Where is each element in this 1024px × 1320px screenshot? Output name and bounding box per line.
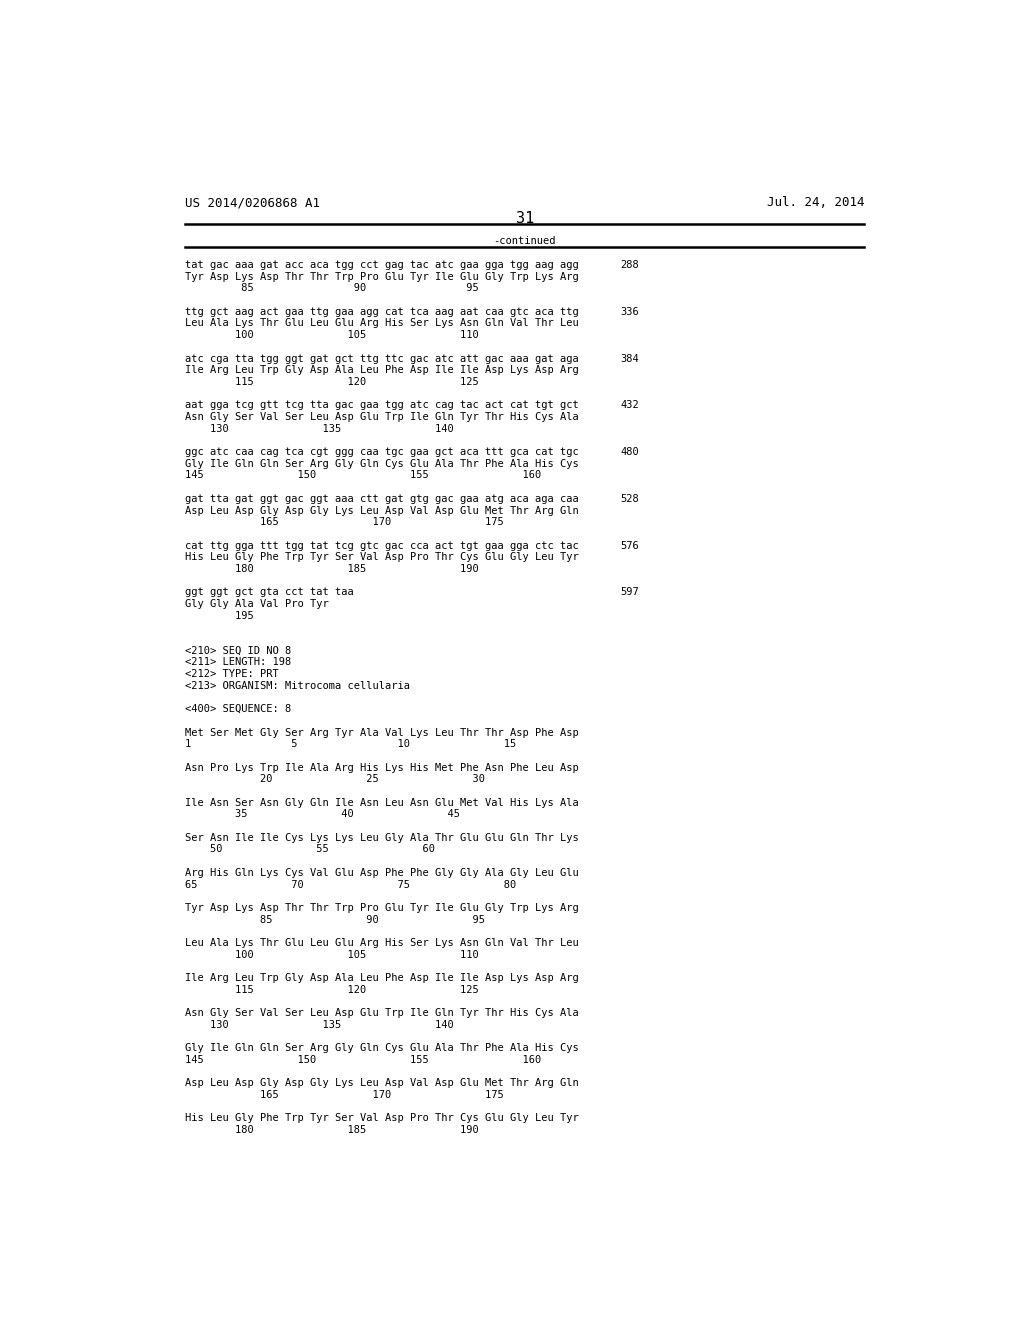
Text: 384: 384 — [620, 354, 639, 363]
Text: 85               90               95: 85 90 95 — [185, 915, 485, 924]
Text: <210> SEQ ID NO 8: <210> SEQ ID NO 8 — [185, 645, 292, 656]
Text: 31: 31 — [516, 211, 534, 226]
Text: <211> LENGTH: 198: <211> LENGTH: 198 — [185, 657, 292, 668]
Text: Asn Pro Lys Trp Ile Ala Arg His Lys His Met Phe Asn Phe Leu Asp: Asn Pro Lys Trp Ile Ala Arg His Lys His … — [185, 763, 579, 772]
Text: Asn Gly Ser Val Ser Leu Asp Glu Trp Ile Gln Tyr Thr His Cys Ala: Asn Gly Ser Val Ser Leu Asp Glu Trp Ile … — [185, 1008, 579, 1018]
Text: 180               185               190: 180 185 190 — [185, 564, 479, 574]
Text: US 2014/0206868 A1: US 2014/0206868 A1 — [185, 195, 321, 209]
Text: 195: 195 — [185, 611, 254, 620]
Text: Jul. 24, 2014: Jul. 24, 2014 — [767, 195, 864, 209]
Text: 336: 336 — [620, 306, 639, 317]
Text: 20               25               30: 20 25 30 — [185, 775, 485, 784]
Text: Ile Arg Leu Trp Gly Asp Ala Leu Phe Asp Ile Ile Asp Lys Asp Arg: Ile Arg Leu Trp Gly Asp Ala Leu Phe Asp … — [185, 366, 579, 375]
Text: 597: 597 — [620, 587, 639, 598]
Text: Arg His Gln Lys Cys Val Glu Asp Phe Phe Gly Gly Ala Gly Leu Glu: Arg His Gln Lys Cys Val Glu Asp Phe Phe … — [185, 867, 579, 878]
Text: <400> SEQUENCE: 8: <400> SEQUENCE: 8 — [185, 704, 292, 714]
Text: Tyr Asp Lys Asp Thr Thr Trp Pro Glu Tyr Ile Glu Gly Trp Lys Arg: Tyr Asp Lys Asp Thr Thr Trp Pro Glu Tyr … — [185, 272, 579, 281]
Text: Tyr Asp Lys Asp Thr Thr Trp Pro Glu Tyr Ile Glu Gly Trp Lys Arg: Tyr Asp Lys Asp Thr Thr Trp Pro Glu Tyr … — [185, 903, 579, 913]
Text: Met Ser Met Gly Ser Arg Tyr Ala Val Lys Leu Thr Thr Asp Phe Asp: Met Ser Met Gly Ser Arg Tyr Ala Val Lys … — [185, 727, 579, 738]
Text: 1                5                10               15: 1 5 10 15 — [185, 739, 516, 750]
Text: 480: 480 — [620, 447, 639, 457]
Text: 85                90                95: 85 90 95 — [185, 284, 479, 293]
Text: Leu Ala Lys Thr Glu Leu Glu Arg His Ser Lys Asn Gln Val Thr Leu: Leu Ala Lys Thr Glu Leu Glu Arg His Ser … — [185, 939, 579, 948]
Text: 528: 528 — [620, 494, 639, 504]
Text: gat tta gat ggt gac ggt aaa ctt gat gtg gac gaa atg aca aga caa: gat tta gat ggt gac ggt aaa ctt gat gtg … — [185, 494, 579, 504]
Text: Gly Ile Gln Gln Ser Arg Gly Gln Cys Glu Ala Thr Phe Ala His Cys: Gly Ile Gln Gln Ser Arg Gly Gln Cys Glu … — [185, 459, 579, 469]
Text: 576: 576 — [620, 541, 639, 550]
Text: <212> TYPE: PRT: <212> TYPE: PRT — [185, 669, 279, 680]
Text: 165               170               175: 165 170 175 — [185, 1090, 504, 1100]
Text: Ile Arg Leu Trp Gly Asp Ala Leu Phe Asp Ile Ile Asp Lys Asp Arg: Ile Arg Leu Trp Gly Asp Ala Leu Phe Asp … — [185, 973, 579, 983]
Text: ggc atc caa cag tca cgt ggg caa tgc gaa gct aca ttt gca cat tgc: ggc atc caa cag tca cgt ggg caa tgc gaa … — [185, 447, 579, 457]
Text: Ile Asn Ser Asn Gly Gln Ile Asn Leu Asn Glu Met Val His Lys Ala: Ile Asn Ser Asn Gly Gln Ile Asn Leu Asn … — [185, 797, 579, 808]
Text: cat ttg gga ttt tgg tat tcg gtc gac cca act tgt gaa gga ctc tac: cat ttg gga ttt tgg tat tcg gtc gac cca … — [185, 541, 579, 550]
Text: aat gga tcg gtt tcg tta gac gaa tgg atc cag tac act cat tgt gct: aat gga tcg gtt tcg tta gac gaa tgg atc … — [185, 400, 579, 411]
Text: Gly Gly Ala Val Pro Tyr: Gly Gly Ala Val Pro Tyr — [185, 599, 329, 609]
Text: 145               150               155               160: 145 150 155 160 — [185, 1055, 542, 1065]
Text: tat gac aaa gat acc aca tgg cct gag tac atc gaa gga tgg aag agg: tat gac aaa gat acc aca tgg cct gag tac … — [185, 260, 579, 271]
Text: Gly Ile Gln Gln Ser Arg Gly Gln Cys Glu Ala Thr Phe Ala His Cys: Gly Ile Gln Gln Ser Arg Gly Gln Cys Glu … — [185, 1043, 579, 1053]
Text: atc cga tta tgg ggt gat gct ttg ttc gac atc att gac aaa gat aga: atc cga tta tgg ggt gat gct ttg ttc gac … — [185, 354, 579, 363]
Text: 130               135               140: 130 135 140 — [185, 424, 454, 434]
Text: 115               120               125: 115 120 125 — [185, 985, 479, 995]
Text: Asp Leu Asp Gly Asp Gly Lys Leu Asp Val Asp Glu Met Thr Arg Gln: Asp Leu Asp Gly Asp Gly Lys Leu Asp Val … — [185, 1078, 579, 1088]
Text: Ser Asn Ile Ile Cys Lys Lys Leu Gly Ala Thr Glu Glu Gln Thr Lys: Ser Asn Ile Ile Cys Lys Lys Leu Gly Ala … — [185, 833, 579, 842]
Text: His Leu Gly Phe Trp Tyr Ser Val Asp Pro Thr Cys Glu Gly Leu Tyr: His Leu Gly Phe Trp Tyr Ser Val Asp Pro … — [185, 1113, 579, 1123]
Text: ggt ggt gct gta cct tat taa: ggt ggt gct gta cct tat taa — [185, 587, 354, 598]
Text: -continued: -continued — [494, 236, 556, 246]
Text: 432: 432 — [620, 400, 639, 411]
Text: 65               70               75               80: 65 70 75 80 — [185, 879, 516, 890]
Text: 288: 288 — [620, 260, 639, 271]
Text: Asn Gly Ser Val Ser Leu Asp Glu Trp Ile Gln Tyr Thr His Cys Ala: Asn Gly Ser Val Ser Leu Asp Glu Trp Ile … — [185, 412, 579, 422]
Text: 180               185               190: 180 185 190 — [185, 1125, 479, 1135]
Text: Leu Ala Lys Thr Glu Leu Glu Arg His Ser Lys Asn Gln Val Thr Leu: Leu Ala Lys Thr Glu Leu Glu Arg His Ser … — [185, 318, 579, 329]
Text: 130               135               140: 130 135 140 — [185, 1020, 454, 1030]
Text: Asp Leu Asp Gly Asp Gly Lys Leu Asp Val Asp Glu Met Thr Arg Gln: Asp Leu Asp Gly Asp Gly Lys Leu Asp Val … — [185, 506, 579, 516]
Text: 115               120               125: 115 120 125 — [185, 378, 479, 387]
Text: 145               150               155               160: 145 150 155 160 — [185, 470, 542, 480]
Text: His Leu Gly Phe Trp Tyr Ser Val Asp Pro Thr Cys Glu Gly Leu Tyr: His Leu Gly Phe Trp Tyr Ser Val Asp Pro … — [185, 552, 579, 562]
Text: <213> ORGANISM: Mitrocoma cellularia: <213> ORGANISM: Mitrocoma cellularia — [185, 681, 411, 690]
Text: 100               105               110: 100 105 110 — [185, 949, 479, 960]
Text: 35               40               45: 35 40 45 — [185, 809, 460, 820]
Text: ttg gct aag act gaa ttg gaa agg cat tca aag aat caa gtc aca ttg: ttg gct aag act gaa ttg gaa agg cat tca … — [185, 306, 579, 317]
Text: 50               55               60: 50 55 60 — [185, 845, 435, 854]
Text: 100               105               110: 100 105 110 — [185, 330, 479, 341]
Text: 165               170               175: 165 170 175 — [185, 517, 504, 527]
